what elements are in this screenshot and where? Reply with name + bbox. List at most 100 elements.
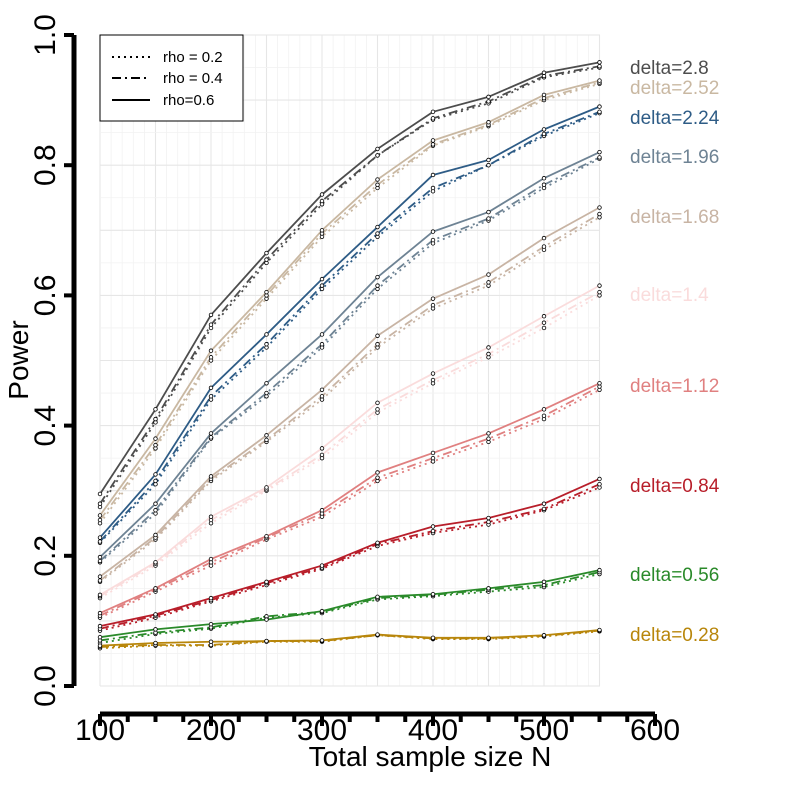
- data-point: [153, 442, 158, 448]
- data-point: [319, 452, 325, 458]
- series-line: [99, 388, 600, 619]
- data-point: [597, 149, 602, 155]
- data-point: [375, 333, 380, 338]
- y-tick-label: 0.6: [29, 275, 62, 317]
- series-label: delta=0.56: [630, 565, 719, 586]
- data-point: [319, 342, 325, 347]
- data-point: [541, 182, 547, 187]
- data-point: [153, 640, 158, 646]
- data-point: [486, 99, 491, 104]
- data-point: [541, 501, 547, 506]
- data-point: [208, 556, 214, 562]
- data-point: [541, 579, 547, 585]
- series-line: [99, 65, 600, 505]
- data-point: [319, 394, 325, 399]
- data-point: [319, 508, 325, 513]
- data-point: [597, 476, 602, 482]
- data-point: [319, 192, 325, 197]
- data-point: [597, 481, 602, 487]
- data-point: [597, 283, 602, 288]
- data-point: [153, 472, 158, 477]
- data-point: [153, 560, 158, 565]
- data-point: [375, 177, 380, 182]
- data-point: [375, 470, 380, 475]
- data-point: [264, 617, 269, 622]
- data-point: [430, 302, 436, 308]
- data-point: [541, 407, 547, 412]
- data-point: [208, 474, 214, 479]
- data-point: [430, 528, 436, 534]
- series-line: [99, 206, 600, 578]
- data-point: [319, 332, 325, 337]
- data-point: [208, 639, 214, 644]
- data-point: [597, 567, 602, 573]
- data-point: [264, 257, 269, 262]
- series-line: [99, 105, 600, 539]
- series-label: delta=1.12: [630, 376, 719, 397]
- y-tick-label: 0.2: [29, 535, 62, 577]
- data-point: [541, 506, 547, 512]
- data-point: [430, 371, 436, 376]
- data-point: [208, 514, 214, 519]
- data-point: [153, 478, 158, 484]
- y-tick-label: 0.8: [29, 144, 62, 186]
- data-point: [486, 209, 491, 215]
- data-point: [597, 104, 602, 109]
- data-point: [430, 237, 436, 243]
- data-point: [486, 431, 491, 436]
- legend-box: [99, 34, 244, 122]
- series-line: [99, 573, 600, 644]
- data-point: [264, 534, 269, 539]
- series-line: [99, 385, 600, 617]
- data-point: [97, 578, 103, 583]
- data-point: [208, 312, 214, 318]
- series-line: [99, 629, 600, 647]
- data-point: [319, 563, 325, 568]
- y-tick-label: 0.0: [29, 665, 62, 707]
- data-point: [264, 638, 269, 644]
- data-point: [375, 475, 380, 480]
- series-line: [99, 61, 600, 495]
- x-tick-label: 300: [297, 714, 347, 747]
- data-point: [375, 342, 380, 347]
- data-point: [541, 235, 547, 241]
- data-point: [153, 407, 158, 412]
- data-point: [486, 94, 491, 100]
- data-point: [208, 621, 214, 627]
- data-point: [597, 211, 602, 217]
- data-point: [486, 515, 491, 521]
- data-point: [97, 513, 103, 518]
- data-point: [97, 558, 103, 564]
- data-point: [319, 638, 325, 643]
- data-point: [97, 491, 103, 497]
- data-point: [597, 64, 602, 69]
- data-point: [541, 320, 547, 325]
- data-point: [153, 416, 158, 422]
- series-label: delta=1.96: [630, 147, 719, 168]
- legend-label-rho-0.2: rho = 0.2: [163, 49, 223, 66]
- data-point: [597, 381, 602, 386]
- series-line: [99, 157, 600, 563]
- series-line: [99, 569, 600, 639]
- legend-label-rho-0.6: rho=0.6: [163, 92, 214, 109]
- data-point: [375, 231, 380, 236]
- data-point: [486, 519, 491, 525]
- data-point: [97, 517, 103, 523]
- series-line: [99, 483, 600, 630]
- data-point: [375, 182, 380, 187]
- series-line: [99, 291, 600, 597]
- data-point: [208, 322, 214, 327]
- data-point: [264, 390, 269, 396]
- data-point: [541, 325, 547, 331]
- data-point: [486, 635, 491, 641]
- data-point: [97, 610, 103, 616]
- data-point: [486, 345, 491, 350]
- series-line: [99, 82, 600, 524]
- data-point: [375, 632, 380, 637]
- data-point: [264, 342, 269, 347]
- data-point: [430, 524, 436, 529]
- data-point: [597, 78, 602, 83]
- data-point: [264, 485, 269, 490]
- data-point: [375, 146, 380, 152]
- data-point: [375, 153, 380, 158]
